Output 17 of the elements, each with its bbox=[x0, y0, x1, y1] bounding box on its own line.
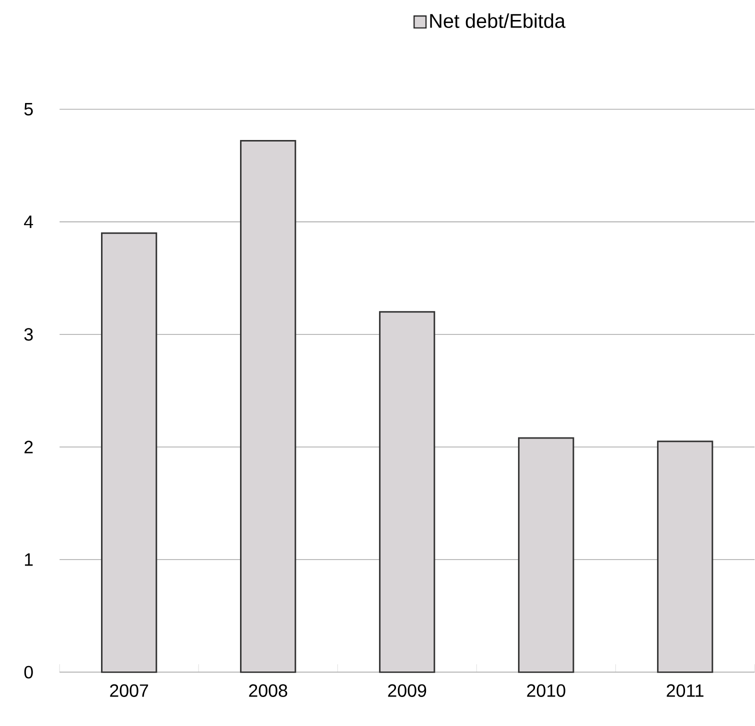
bar bbox=[518, 437, 574, 674]
y-tick-label: 5 bbox=[24, 103, 33, 116]
x-tick-label: 2007 bbox=[110, 684, 148, 698]
y-tick-label: 0 bbox=[24, 666, 33, 679]
bar bbox=[240, 140, 296, 674]
x-tick-label: 2009 bbox=[388, 684, 426, 698]
y-tick-label: 4 bbox=[24, 216, 34, 228]
legend-label: Net debt/Ebitda bbox=[430, 14, 566, 28]
bar bbox=[657, 440, 714, 674]
bar bbox=[101, 232, 158, 674]
bar bbox=[379, 311, 436, 674]
x-tick-label: 2008 bbox=[249, 684, 288, 698]
y-tick-label: 3 bbox=[24, 328, 33, 341]
y-tick-label: 1 bbox=[24, 554, 33, 566]
x-tick-label: 2011 bbox=[666, 684, 704, 698]
y-tick-label: 2 bbox=[24, 440, 33, 454]
x-tick-label: 2010 bbox=[527, 684, 566, 698]
